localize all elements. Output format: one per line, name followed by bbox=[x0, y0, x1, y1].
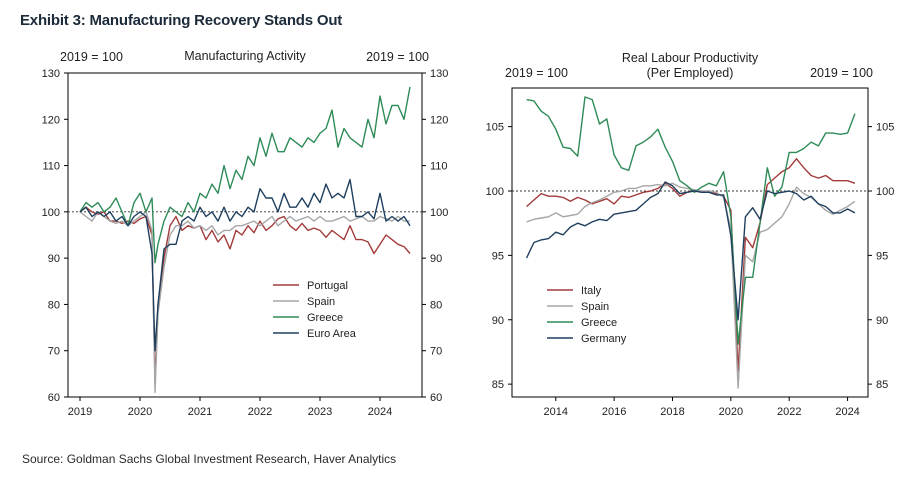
chart2-legend-label: Italy bbox=[581, 285, 602, 297]
chart1-series-line-spain bbox=[79, 211, 410, 394]
chart1-ytick-label-right: 100 bbox=[430, 207, 448, 219]
chart1-ytick-label-right: 80 bbox=[430, 299, 442, 311]
chart1-xtick-label: 2023 bbox=[308, 406, 332, 418]
chart2-ytick-label-left: 85 bbox=[492, 379, 504, 391]
chart2-xtick-label: 2022 bbox=[777, 406, 801, 418]
chart2-title: Real Labour Productivity bbox=[622, 51, 759, 65]
chart1-ytick-label-left: 90 bbox=[48, 253, 60, 265]
chart1-xtick-label: 2021 bbox=[188, 406, 212, 418]
chart2-ytick-label-right: 105 bbox=[876, 122, 894, 134]
chart2-right-axis-label: 2019 = 100 bbox=[810, 66, 873, 80]
chart2-xtick-label: 2024 bbox=[835, 406, 859, 418]
chart1-ytick-label-left: 130 bbox=[42, 68, 60, 80]
chart1-ytick-label-right: 90 bbox=[430, 253, 442, 265]
chart2-plot-frame bbox=[511, 87, 869, 398]
chart2-series-line-spain bbox=[526, 182, 856, 389]
chart2-ytick-label-right: 85 bbox=[876, 379, 888, 391]
chart1-legend-label: Greece bbox=[307, 312, 343, 324]
chart1-ytick-label-left: 80 bbox=[48, 299, 60, 311]
chart2-ytick-label-right: 95 bbox=[876, 250, 888, 262]
exhibit-title: Exhibit 3: Manufacturing Recovery Stands… bbox=[20, 12, 343, 29]
chart1-legend-label: Euro Area bbox=[307, 328, 357, 340]
chart1-xtick-label: 2020 bbox=[128, 406, 152, 418]
chart1-right-axis-label: 2019 = 100 bbox=[366, 50, 429, 64]
chart2-ytick-label-left: 95 bbox=[492, 250, 504, 262]
chart2-left-axis-label: 2019 = 100 bbox=[505, 66, 568, 80]
chart1-ytick-label-left: 60 bbox=[48, 392, 60, 404]
chart1-ytick-label-right: 110 bbox=[430, 161, 448, 173]
chart2-xtick-label: 2016 bbox=[602, 406, 626, 418]
chart1-title: Manufacturing Activity bbox=[184, 49, 306, 63]
chart2-ytick-label-right: 90 bbox=[876, 315, 888, 327]
chart1-series-line-greece bbox=[79, 86, 411, 264]
chart1-plot-frame bbox=[67, 72, 423, 398]
chart1-ytick-label-left: 110 bbox=[42, 161, 60, 173]
chart1-xtick-label: 2022 bbox=[248, 406, 272, 418]
chart2-legend-label: Germany bbox=[581, 333, 627, 345]
chart1-ytick-label-left: 100 bbox=[42, 207, 60, 219]
source-note: Source: Goldman Sachs Global Investment … bbox=[22, 452, 397, 466]
chart2-ytick-label-left: 105 bbox=[486, 122, 504, 134]
chart1-ytick-label-right: 70 bbox=[430, 346, 442, 358]
chart1-left-axis-label: 2019 = 100 bbox=[60, 50, 123, 64]
chart2-ytick-label-left: 100 bbox=[486, 186, 504, 198]
chart1-ytick-label-right: 60 bbox=[430, 392, 442, 404]
chart2-series-line-greece bbox=[526, 96, 856, 345]
chart1-series-line-portugal bbox=[79, 206, 411, 384]
chart1-ytick-label-right: 130 bbox=[430, 68, 448, 80]
chart1-ytick-label-right: 120 bbox=[430, 114, 448, 126]
chart2-legend-label: Spain bbox=[581, 301, 609, 313]
chart2-subtitle: (Per Employed) bbox=[647, 66, 734, 80]
chart1-legend-label: Portugal bbox=[307, 280, 348, 292]
chart2-xtick-label: 2014 bbox=[544, 406, 568, 418]
chart1-ytick-label-left: 70 bbox=[48, 346, 60, 358]
chart2-xtick-label: 2020 bbox=[719, 406, 743, 418]
chart1-series-line-euro-area bbox=[79, 178, 411, 352]
chart2-ytick-label-right: 100 bbox=[876, 186, 894, 198]
chart2-series-line-germany bbox=[525, 181, 856, 321]
chart2-xtick-label: 2018 bbox=[660, 406, 684, 418]
chart2-legend-label: Greece bbox=[581, 317, 617, 329]
chart1-xtick-label: 2024 bbox=[368, 406, 392, 418]
chart1-legend-label: Spain bbox=[307, 296, 335, 308]
chart1-xtick-label: 2019 bbox=[68, 406, 92, 418]
chart2-ytick-label-left: 90 bbox=[492, 315, 504, 327]
chart1-ytick-label-left: 120 bbox=[42, 114, 60, 126]
